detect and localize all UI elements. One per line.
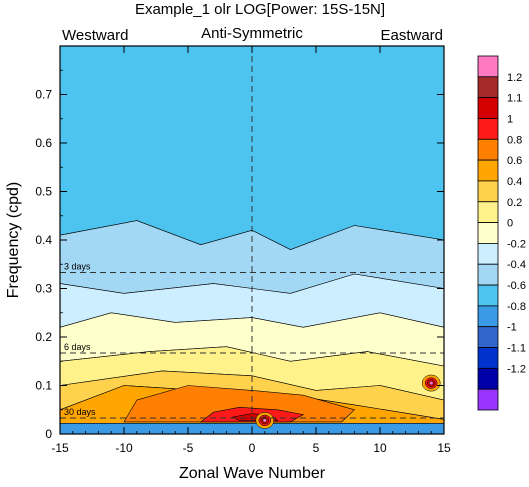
x-axis-label: Zonal Wave Number: [179, 465, 326, 482]
x-tick-label-5: 10: [373, 441, 387, 455]
x-axis: -15 -10 -5 0 5 10 15: [51, 46, 451, 455]
y-tick-label-1: 0.1: [35, 379, 52, 393]
colorbar-swatch-11: [477, 284, 499, 307]
colorbar: 1.2 1.1 1 0.8 0.6 0.4 0.2 0 -0.2 -0.4 -0.6 -0.8 -1 -1…: [477, 55, 526, 411]
x-tick-label-6: 15: [437, 441, 451, 455]
hotspot-0-ring-3: [428, 381, 434, 386]
colorbar-label-9: -0.4: [507, 259, 526, 271]
y-tick-label-4: 0.4: [35, 233, 52, 247]
colorbar-label-6: 0.2: [507, 197, 522, 209]
colorbar-swatch-5: [477, 159, 499, 182]
colorbar-label-2: 1: [507, 113, 513, 125]
colorbar-swatch-1: [477, 76, 499, 99]
colorbar-label-3: 0.8: [507, 134, 522, 146]
colorbar-label-10: -0.6: [507, 280, 526, 292]
colorbar-label-14: -1.2: [507, 363, 526, 375]
colorbar-swatch-7: [477, 201, 499, 223]
chart-title: Example_1 olr LOG[Power: 15S-15N]: [135, 1, 385, 18]
plot-area: 3 days 6 days 30 days: [59, 45, 445, 435]
period-label-2: 30 days: [64, 407, 96, 417]
colorbar-swatch-10: [477, 263, 499, 286]
x-tick-label-1: -10: [115, 441, 133, 455]
colorbar-label-7: 0: [507, 218, 513, 230]
period-label-0: 3 days: [64, 261, 91, 271]
colorbar-swatch-8: [477, 222, 499, 244]
colorbar-label-13: -1.1: [507, 343, 526, 355]
colorbar-swatch-13: [477, 326, 499, 348]
colorbar-swatch-4: [477, 138, 499, 161]
chart-subtitle: Anti-Symmetric: [201, 25, 303, 42]
hotspot-1-ring-3: [262, 418, 268, 423]
colorbar-swatch-0: [477, 55, 499, 78]
colorbar-label-5: 0.4: [507, 176, 522, 188]
colorbar-swatch-6: [477, 180, 499, 203]
colorbar-label-0: 1.2: [507, 72, 522, 84]
x-tick-label-2: -5: [183, 441, 194, 455]
y-tick-label-0: 0: [45, 427, 52, 441]
y-tick-label-6: 0.6: [35, 136, 52, 150]
colorbar-label-12: -1: [507, 322, 517, 334]
period-label-1: 6 days: [64, 342, 91, 352]
y-tick-label-7: 0.7: [35, 88, 52, 102]
colorbar-swatch-2: [477, 97, 499, 119]
y-axis: 0 0.1 0.2 0.3 0.4 0.5 0.6 0.7: [35, 69, 444, 441]
colorbar-label-11: -0.8: [507, 301, 526, 313]
x-tick-label-3: 0: [249, 441, 256, 455]
colorbar-label-4: 0.6: [507, 155, 522, 167]
colorbar-swatch-12: [477, 305, 499, 328]
x-tick-label-0: -15: [51, 441, 69, 455]
y-tick-label-5: 0.5: [35, 185, 52, 199]
colorbar-swatch-3: [477, 118, 499, 140]
y-axis-label: Frequency (cpd): [5, 182, 22, 299]
colorbar-label-1: 1.1: [507, 93, 522, 105]
left-label: Westward: [62, 27, 128, 44]
colorbar-label-8: -0.2: [507, 238, 526, 250]
colorbar-swatch-9: [477, 243, 499, 265]
contour-region-7: [123, 385, 355, 423]
y-tick-label-3: 0.3: [35, 282, 52, 296]
colorbar-swatch-15: [477, 367, 499, 390]
colorbar-swatch-14: [477, 347, 499, 369]
right-label: Eastward: [380, 27, 443, 44]
colorbar-swatch-16: [477, 388, 499, 411]
y-tick-label-2: 0.2: [35, 330, 52, 344]
x-tick-label-4: 5: [313, 441, 320, 455]
